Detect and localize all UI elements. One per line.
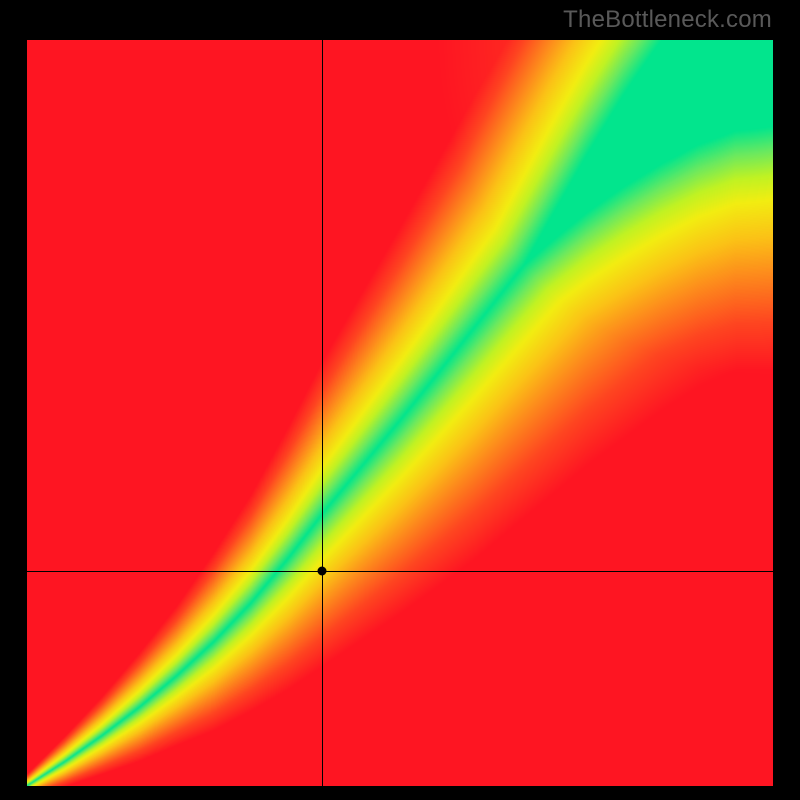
heatmap-canvas [27,40,773,786]
chart-root: TheBottleneck.com [0,0,800,800]
crosshair-horizontal [27,571,773,572]
watermark-text: TheBottleneck.com [563,6,772,34]
plot-area [27,40,773,786]
crosshair-marker [318,567,327,576]
crosshair-vertical [322,40,323,786]
